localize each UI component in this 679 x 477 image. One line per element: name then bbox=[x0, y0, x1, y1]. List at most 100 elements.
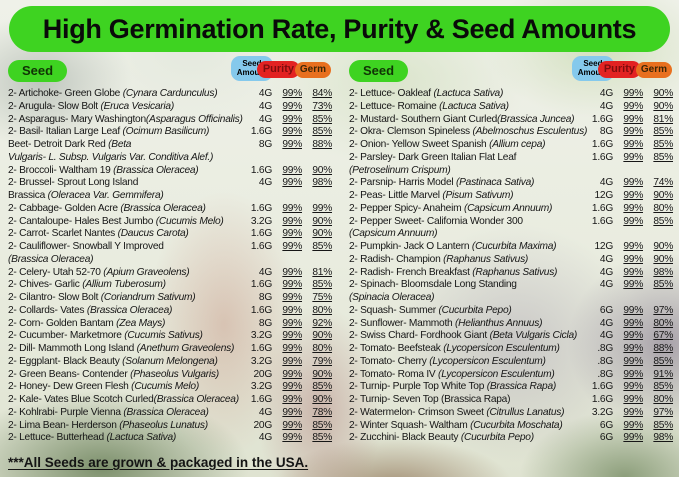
seed-amount-value: 1.6G bbox=[591, 151, 613, 163]
seed-name: 2- Tomato- Cherry (Lycopersicon Esculent… bbox=[349, 355, 546, 367]
purity-value: 99% bbox=[282, 406, 302, 418]
seed-name: 2- Collards- Vates (Brassica Oleracea) bbox=[8, 304, 173, 316]
seed-row: 2- Asparagus- Mary Washington(Asparagus … bbox=[8, 113, 332, 127]
purity-value: 99% bbox=[282, 330, 302, 342]
seed-name: 2- Tomato- Beefsteak (Lycopersicon Escul… bbox=[349, 343, 560, 354]
seed-amount-value: 1.6G bbox=[591, 202, 613, 214]
germ-value: 90% bbox=[312, 228, 332, 240]
seed-amount-value: 1.6G bbox=[591, 139, 613, 150]
seed-row: 2- Watermelon- Crimson Sweet (Citrullus … bbox=[349, 407, 673, 420]
seed-amount-value: 4G bbox=[599, 330, 613, 342]
purity-value: 99% bbox=[623, 190, 643, 201]
seed-amount-value: 1.6G bbox=[250, 241, 272, 252]
germ-value: 74% bbox=[653, 177, 673, 189]
seed-column-left: Seed Seed Amount Purity Germ 2- Artichok… bbox=[8, 56, 332, 445]
seed-row: 2- Kale- Vates Blue Scotch Curled(Brassi… bbox=[8, 394, 332, 407]
seed-row: Beet- Detroit Dark Red (Beta 8G 99% 88% bbox=[8, 139, 332, 152]
page-title: High Germination Rate, Purity & Seed Amo… bbox=[9, 6, 670, 52]
germ-value: 98% bbox=[653, 266, 673, 278]
purity-value: 99% bbox=[282, 113, 302, 125]
germ-value: 98% bbox=[312, 177, 332, 189]
seed-amount-value: 3.2G bbox=[250, 381, 272, 393]
seed-name: (Brassica Oleracea) bbox=[8, 253, 94, 265]
seed-row: 2- Pepper Spicy- Anaheim (Capsicum Annuu… bbox=[349, 202, 673, 216]
seed-name: 2- Green Beans- Contender (Phaseolus Vul… bbox=[8, 368, 219, 380]
purity-value: 99% bbox=[623, 279, 643, 291]
column-header-left: Seed Seed Amount Purity Germ bbox=[8, 56, 331, 87]
seed-name: 2- Cilantro- Slow Bolt (Coriandrum Sativ… bbox=[8, 292, 196, 303]
purity-value: 99% bbox=[623, 253, 643, 265]
seed-name: 2- Lettuce- Oakleaf (Lactuca Sativa) bbox=[349, 88, 504, 99]
germ-value: 85% bbox=[653, 355, 673, 367]
seed-name: 2- Radish- French Breakfast (Raphanus Sa… bbox=[349, 266, 558, 278]
germ-value: 73% bbox=[312, 100, 332, 112]
seed-row: 2- Honey- Dew Green Flesh (Cucumis Melo)… bbox=[8, 381, 332, 394]
purity-value: 99% bbox=[623, 432, 643, 444]
seed-row: (Capsicum Annuum) bbox=[349, 228, 670, 241]
seed-amount-value: 4G bbox=[599, 266, 613, 278]
purity-value: 99% bbox=[623, 100, 643, 112]
seed-amount-value: 1.6G bbox=[591, 113, 613, 125]
seed-name: 2- Okra- Clemson Spineless (Abelmoschus … bbox=[349, 126, 588, 138]
seed-amount-value: 8G bbox=[258, 317, 272, 329]
purity-value: 99% bbox=[282, 292, 302, 303]
germ-value: 85% bbox=[653, 381, 673, 393]
seed-row: 2- Arugula- Slow Bolt (Eruca Vesicaria) … bbox=[8, 100, 332, 114]
germ-value: 80% bbox=[653, 202, 673, 214]
seed-amount-value: 1.6G bbox=[250, 304, 272, 316]
seed-row: 2- Eggplant- Black Beauty (Solanum Melon… bbox=[8, 356, 332, 369]
purity-value: 99% bbox=[282, 202, 302, 214]
germ-value: 75% bbox=[312, 292, 332, 303]
purity-value: 99% bbox=[623, 317, 643, 329]
germ-value: 85% bbox=[312, 381, 332, 393]
seed-row: 2- Green Beans- Contender (Phaseolus Vul… bbox=[8, 368, 332, 382]
seed-amount-header-line2: Amount bbox=[577, 68, 608, 77]
germ-header-badge: Germ bbox=[635, 62, 672, 78]
purity-value: 99% bbox=[623, 330, 643, 342]
germ-value: 78% bbox=[312, 406, 332, 418]
seed-row: 2- Mustard- Southern Giant Curled(Brassi… bbox=[349, 113, 673, 127]
germ-value: 85% bbox=[653, 126, 673, 138]
seed-amount-value: 3.2G bbox=[250, 215, 272, 227]
seed-row: 2- Lima Bean- Herderson (Phaseolus Lunat… bbox=[8, 420, 332, 433]
seed-row: 2- Okra- Clemson Spineless (Abelmoschus … bbox=[349, 126, 673, 139]
seed-row: 2- Tomato- Cherry (Lycopersicon Esculent… bbox=[349, 355, 673, 369]
purity-value: 99% bbox=[623, 343, 643, 354]
purity-value: 99% bbox=[282, 279, 302, 291]
purity-value: 99% bbox=[623, 151, 643, 163]
germ-value: 92% bbox=[312, 317, 332, 329]
seed-name: 2- Cauliflower- Snowball Y Improved bbox=[8, 241, 164, 252]
seed-name: Brassica (Oleracea Var. Gemmifera) bbox=[8, 190, 164, 201]
seed-name: 2- Carrot- Scarlet Nantes (Daucus Carota… bbox=[8, 228, 189, 240]
purity-value: 99% bbox=[623, 241, 643, 252]
seed-name: 2- Parsnip- Harris Model (Pastinaca Sati… bbox=[349, 177, 535, 189]
seed-name: Beet- Detroit Dark Red (Beta bbox=[8, 139, 132, 150]
seed-rows-right: 2- Lettuce- Oakleaf (Lactuca Sativa) 4G … bbox=[349, 88, 673, 445]
seed-name: 2- Chives- Garlic (Allium Tuberosum) bbox=[8, 279, 166, 291]
seed-name: 2- Radish- Champion (Raphanus Sativus) bbox=[349, 253, 529, 265]
seed-name: 2- Corn- Golden Bantam (Zea Mays) bbox=[8, 317, 166, 329]
seed-name: 2- Swiss Chard- Fordhook Giant (Beta Vul… bbox=[349, 330, 578, 342]
germ-value: 91% bbox=[653, 368, 673, 380]
germ-value: 80% bbox=[653, 317, 673, 329]
germ-value: 90% bbox=[653, 88, 673, 99]
seed-amount-value: 4G bbox=[258, 113, 272, 125]
germ-value: 85% bbox=[653, 139, 673, 150]
purity-value: 99% bbox=[623, 88, 643, 99]
seed-amount-value: 20G bbox=[253, 368, 272, 380]
seed-row: 2- Basil- Italian Large Leaf (Ocimum Bas… bbox=[8, 126, 332, 139]
seed-row: Vulgaris- L. Subsp. Vulgaris Var. Condit… bbox=[8, 152, 329, 165]
seed-amount-value: 12G bbox=[594, 241, 613, 252]
seed-amount-value: 1.6G bbox=[591, 394, 613, 405]
seed-row: 2- Pepper Sweet- California Wonder 300 1… bbox=[349, 216, 673, 229]
purity-value: 99% bbox=[282, 215, 302, 227]
seed-row: 2- Lettuce- Romaine (Lactuca Sativa) 4G … bbox=[349, 100, 673, 114]
seed-row: 2- Cilantro- Slow Bolt (Coriandrum Sativ… bbox=[8, 292, 332, 305]
seed-amount-value: 4G bbox=[599, 253, 613, 265]
seed-amount-value: 1.6G bbox=[591, 381, 613, 393]
seed-amount-value: 1.6G bbox=[250, 279, 272, 291]
seed-name: 2- Tomato- Roma IV (Lycopersicon Esculen… bbox=[349, 368, 555, 380]
germ-value: 90% bbox=[653, 241, 673, 252]
seed-amount-value: 4G bbox=[599, 88, 613, 99]
seed-row: (Petroselinum Crispum) bbox=[349, 165, 670, 178]
